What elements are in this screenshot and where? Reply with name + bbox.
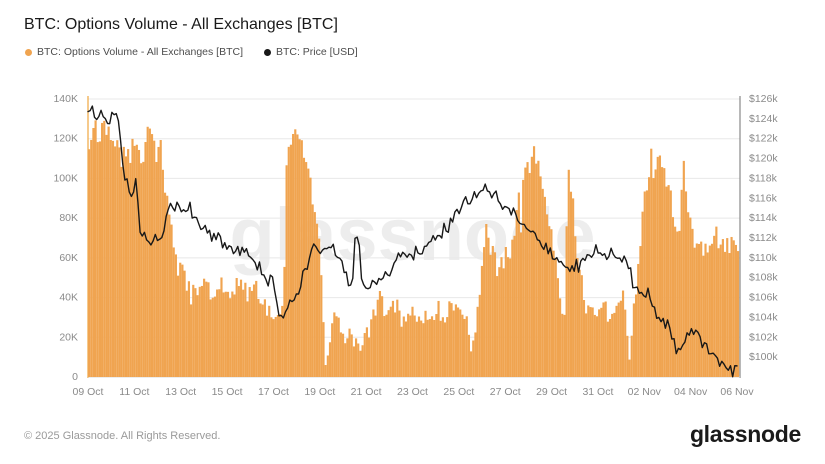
svg-text:120K: 120K — [53, 133, 78, 145]
svg-text:25 Oct: 25 Oct — [443, 386, 474, 398]
svg-text:$124k: $124k — [749, 113, 778, 125]
svg-text:$122k: $122k — [749, 133, 778, 145]
svg-text:02 Nov: 02 Nov — [628, 386, 662, 398]
svg-text:$114k: $114k — [749, 212, 778, 224]
svg-text:$104k: $104k — [749, 311, 778, 323]
svg-text:$112k: $112k — [749, 232, 778, 244]
svg-text:$116k: $116k — [749, 192, 778, 204]
svg-text:$110k: $110k — [749, 252, 778, 264]
svg-text:06 Nov: 06 Nov — [720, 386, 754, 398]
svg-text:29 Oct: 29 Oct — [536, 386, 567, 398]
svg-text:17 Oct: 17 Oct — [258, 386, 289, 398]
svg-text:$120k: $120k — [749, 153, 778, 165]
svg-text:$126k: $126k — [749, 93, 778, 105]
svg-text:$102k: $102k — [749, 331, 778, 343]
svg-text:$100k: $100k — [749, 351, 778, 363]
svg-text:20K: 20K — [59, 331, 78, 343]
svg-text:$108k: $108k — [749, 272, 778, 284]
svg-text:60K: 60K — [59, 252, 78, 264]
svg-text:27 Oct: 27 Oct — [490, 386, 521, 398]
svg-text:140K: 140K — [53, 93, 78, 105]
svg-text:40K: 40K — [59, 292, 78, 304]
svg-text:31 Oct: 31 Oct — [582, 386, 613, 398]
svg-text:09 Oct: 09 Oct — [73, 386, 104, 398]
svg-text:$106k: $106k — [749, 292, 778, 304]
svg-text:11 Oct: 11 Oct — [119, 386, 149, 398]
svg-text:0: 0 — [72, 371, 78, 383]
svg-text:100K: 100K — [53, 172, 78, 184]
svg-text:04 Nov: 04 Nov — [674, 386, 708, 398]
svg-text:21 Oct: 21 Oct — [351, 386, 382, 398]
svg-text:13 Oct: 13 Oct — [165, 386, 196, 398]
svg-text:23 Oct: 23 Oct — [397, 386, 428, 398]
svg-text:80K: 80K — [59, 212, 78, 224]
svg-text:$118k: $118k — [749, 172, 778, 184]
svg-text:19 Oct: 19 Oct — [304, 386, 335, 398]
svg-text:15 Oct: 15 Oct — [212, 386, 243, 398]
